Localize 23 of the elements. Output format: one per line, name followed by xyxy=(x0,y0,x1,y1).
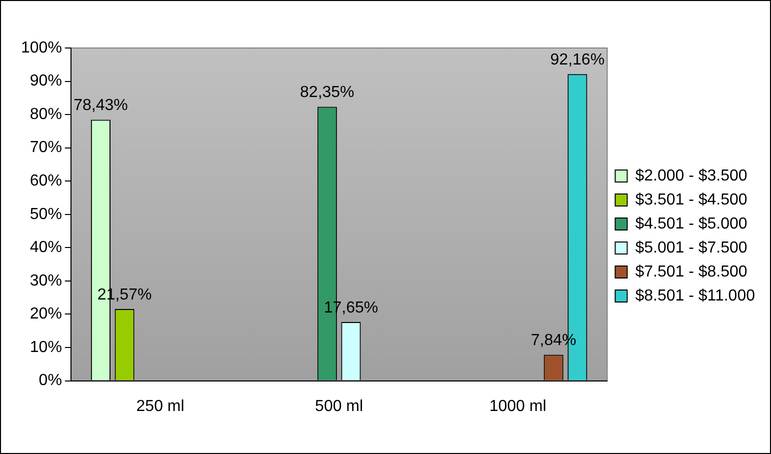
x-tick-label: 500 ml xyxy=(315,398,364,415)
y-tick-label: 20% xyxy=(30,306,62,323)
legend-label: $5.001 - $7.500 xyxy=(635,239,748,256)
y-tick-label: 50% xyxy=(30,206,62,223)
data-label: 82,35% xyxy=(300,84,354,102)
y-tick-label: 0% xyxy=(38,372,62,390)
x-tick-label: 1000 ml xyxy=(489,398,546,415)
y-tick-label: 30% xyxy=(30,272,62,290)
y-tick-label: 70% xyxy=(30,139,62,156)
y-tick-label: 80% xyxy=(30,106,62,123)
x-tick-label: 250 ml xyxy=(136,398,184,415)
legend-label: $3.501 - $4.500 xyxy=(635,191,748,208)
legend-label: $8.501 - $11.000 xyxy=(635,287,756,304)
y-tick-label: 90% xyxy=(30,72,62,90)
y-tick-label: 40% xyxy=(30,239,62,256)
data-label: 78,43% xyxy=(74,97,128,114)
legend-label: $2.000 - $3.500 xyxy=(635,167,748,184)
y-tick-label: 60% xyxy=(30,172,62,190)
y-tick-label: 10% xyxy=(30,338,62,356)
legend-label: $7.501 - $8.500 xyxy=(635,263,748,280)
y-tick-label: 100% xyxy=(21,39,62,56)
legend-label: $4.501 - $5.000 xyxy=(635,215,748,232)
data-label: 92,16% xyxy=(550,52,605,68)
